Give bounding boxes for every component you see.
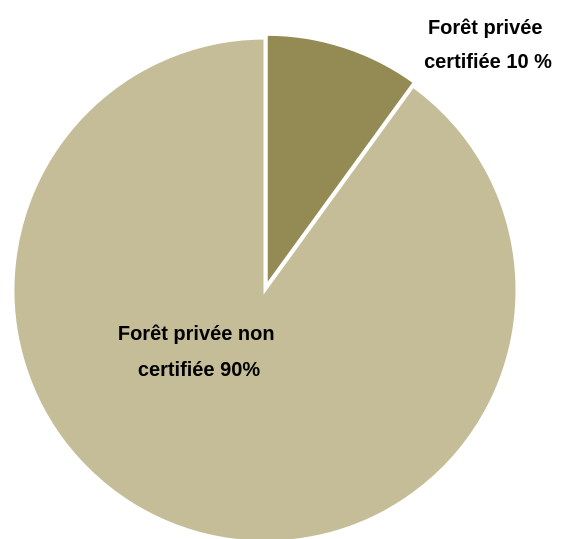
slice-label-certified: Forêt privée certifiée 10 % xyxy=(424,17,552,73)
slice-label-non-certified-line-2: certifiée 90% xyxy=(138,359,261,381)
slice-label-certified-line-1: Forêt privée xyxy=(428,17,542,39)
pie-slice-non-certified xyxy=(11,36,519,539)
pie-slices xyxy=(11,32,519,539)
slice-label-non-certified-line-1: Forêt privée non xyxy=(118,323,275,345)
slice-label-certified-line-2: certifiée 10 % xyxy=(424,51,552,73)
pie-slice-certified xyxy=(264,32,417,291)
pie-labels: Forêt privée certifiée 10 % Forêt privée… xyxy=(118,17,552,381)
slice-label-non-certified: Forêt privée non certifiée 90% xyxy=(118,323,280,381)
